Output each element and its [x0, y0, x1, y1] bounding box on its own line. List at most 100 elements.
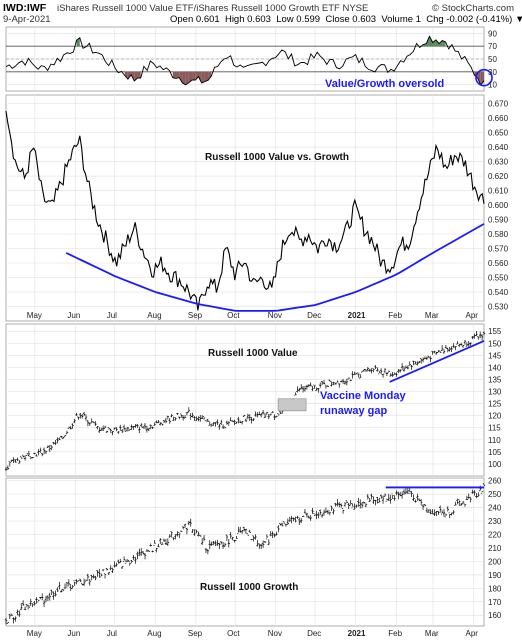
- value-bar-172: [332, 381, 335, 386]
- value-bar-70: [138, 426, 141, 434]
- value-bar-157: [303, 385, 307, 392]
- growth-bar-203: [391, 493, 394, 499]
- value-bar-198: [381, 373, 385, 378]
- value-bar-9: [21, 454, 25, 458]
- growth-bar-212: [408, 488, 411, 494]
- growth-bar-214: [412, 494, 415, 501]
- growth-bar-113: [219, 541, 223, 545]
- value-bar-77: [151, 426, 154, 429]
- value-bar-30: [61, 436, 65, 439]
- value-bar-53: [105, 430, 109, 433]
- value-bar-154: [298, 387, 301, 392]
- growth-bar-130: [252, 535, 255, 542]
- value-bar-127: [246, 413, 250, 420]
- growth-bar-182: [351, 503, 354, 509]
- value-bar-96: [187, 407, 191, 413]
- growth-bar-181: [349, 500, 352, 506]
- value-bar-0: [4, 467, 8, 471]
- value-bar-201: [387, 370, 390, 374]
- growth-bar-102: [199, 535, 202, 537]
- growth-bar-1: [6, 621, 10, 624]
- growth-bar-136: [263, 541, 267, 544]
- value-bar-7: [18, 460, 21, 464]
- y-tick-value-3: 115: [488, 424, 501, 433]
- growth-bar-239: [459, 502, 463, 506]
- value-bar-152: [294, 392, 297, 396]
- value-bar-161: [311, 385, 314, 392]
- value-bar-41: [82, 411, 86, 416]
- rsi-oversold-fill: [477, 71, 481, 85]
- x-month-label-bottom-4: Sep: [188, 629, 203, 638]
- value-bar-89: [174, 417, 177, 421]
- value-bar-98: [191, 412, 194, 418]
- growth-bar-22: [46, 595, 50, 602]
- value-bar-240: [461, 344, 465, 348]
- growth-bar-95: [185, 527, 189, 535]
- value-bar-32: [65, 430, 69, 435]
- value-bar-51: [101, 425, 105, 431]
- growth-bar-25: [52, 591, 55, 600]
- growth-bar-91: [178, 532, 181, 539]
- growth-bar-99: [193, 529, 196, 536]
- y-tick-growth-1: 170: [488, 598, 502, 607]
- growth-bar-200: [385, 498, 389, 502]
- y-tick-value-7: 135: [488, 375, 502, 384]
- growth-bar-93: [181, 526, 185, 530]
- x-month-label-mid-11: Apr: [466, 311, 479, 320]
- growth-bar-88: [172, 537, 175, 541]
- value-bar-202: [389, 373, 392, 377]
- growth-bar-80: [157, 543, 160, 548]
- y-tick-growth-9: 250: [488, 490, 502, 499]
- value-bar-165: [319, 382, 322, 388]
- value-bar-76: [149, 424, 152, 430]
- x-month-label-mid-8: 2021: [348, 311, 366, 320]
- x-month-label-bottom-2: Jul: [107, 629, 117, 638]
- value-bar-200: [385, 372, 389, 377]
- value-bar-20: [42, 447, 46, 455]
- value-bar-88: [172, 416, 175, 421]
- value-bar-230: [442, 349, 446, 354]
- growth-bar-7: [18, 610, 21, 617]
- value-bar-181: [349, 379, 352, 382]
- value-bar-223: [429, 356, 432, 363]
- growth-bar-147: [284, 523, 288, 527]
- growth-bar-201: [387, 493, 390, 502]
- value-bar-237: [456, 341, 459, 345]
- growth-bar-114: [221, 541, 225, 549]
- y-tick-growth-6: 220: [488, 531, 502, 540]
- growth-bar-128: [248, 529, 251, 533]
- x-month-label-mid-6: Nov: [268, 311, 282, 320]
- growth-bar-241: [463, 503, 467, 507]
- value-bar-182: [351, 371, 354, 379]
- value-bar-73: [143, 422, 147, 430]
- x-month-label-mid-7: Dec: [307, 311, 321, 320]
- growth-bar-36: [73, 580, 76, 586]
- y-tick-ratio-5: 0.580: [488, 230, 509, 239]
- value-bar-189: [364, 369, 368, 372]
- y-tick-growth-3: 190: [488, 571, 502, 580]
- value-bar-75: [147, 427, 151, 432]
- y-tick-ratio-6: 0.590: [488, 216, 509, 225]
- growth-bar-196: [378, 497, 381, 503]
- value-bar-192: [370, 368, 373, 374]
- growth-bar-6: [16, 609, 19, 616]
- value-bar-35: [71, 423, 74, 429]
- value-bar-177: [341, 378, 345, 384]
- value-bar-214: [412, 360, 415, 366]
- growth-bar-118: [229, 532, 232, 539]
- growth-bar-155: [299, 518, 303, 524]
- growth-bar-105: [204, 548, 208, 554]
- value-bar-142: [275, 415, 278, 418]
- value-bar-153: [296, 386, 299, 393]
- growth-bar-86: [168, 534, 171, 538]
- value-bar-175: [338, 383, 341, 388]
- value-bar-204: [393, 372, 396, 375]
- value-bar-87: [170, 413, 173, 418]
- value-bar-158: [305, 384, 309, 390]
- value-bar-169: [326, 385, 330, 387]
- growth-bar-65: [128, 561, 131, 566]
- y-tick-rsi-4: 90: [488, 29, 497, 38]
- value-bar-203: [391, 371, 394, 377]
- growth-bar-35: [71, 584, 74, 589]
- rsi-oversold-fill: [201, 71, 205, 83]
